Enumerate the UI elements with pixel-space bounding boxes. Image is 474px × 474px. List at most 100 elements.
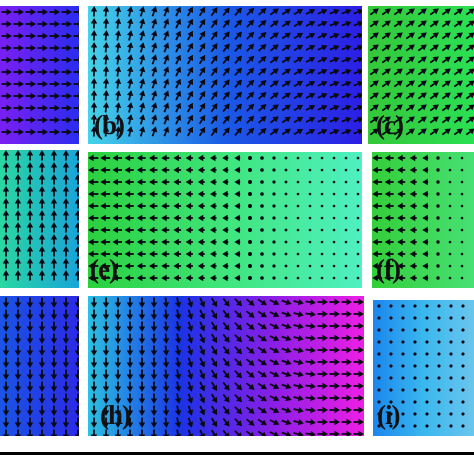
vector-arrow: [2, 210, 10, 221]
vector-arrow: [372, 226, 383, 234]
vector-arrow: [377, 412, 381, 416]
vector-arrow: [1, 44, 12, 52]
vector-arrow: [151, 102, 158, 113]
vector-arrow: [389, 412, 393, 416]
vector-arrow: [449, 352, 453, 356]
vector-arrow: [151, 54, 158, 65]
vector-arrow: [422, 154, 429, 162]
vector-arrow: [61, 32, 72, 40]
vector-arrow: [341, 8, 352, 15]
vector-arrow: [100, 262, 111, 270]
vector-arrow: [112, 166, 122, 174]
vector-arrow: [293, 116, 304, 124]
vector-arrow: [62, 309, 70, 320]
vector-arrow: [126, 18, 134, 29]
vector-arrow: [210, 103, 218, 113]
vector-arrow: [25, 116, 36, 124]
vector-arrow: [329, 32, 340, 39]
vector-arrow: [384, 238, 394, 246]
vector-arrow: [425, 328, 429, 332]
vector-arrow: [222, 19, 230, 29]
vector-arrow: [2, 174, 10, 185]
vector-arrow: [199, 381, 206, 392]
vector-arrow: [401, 424, 405, 428]
vector-arrow: [281, 335, 292, 342]
panel-f: (f): [372, 152, 474, 288]
vector-arrow: [377, 400, 381, 404]
vector-arrow: [138, 333, 146, 344]
vector-arrow: [37, 80, 48, 88]
vector-arrow: [62, 333, 70, 344]
vector-arrow: [126, 42, 134, 53]
panel-label-e: (e): [90, 254, 118, 284]
vector-arrow: [413, 304, 417, 308]
vector-arrow: [258, 128, 267, 136]
vector-arrow: [437, 412, 441, 416]
vector-arrow: [210, 405, 218, 416]
vector-arrow: [449, 304, 453, 308]
vector-arrow: [248, 228, 252, 232]
vector-arrow: [437, 340, 441, 344]
vector-arrow: [14, 270, 22, 281]
vector-arrow: [187, 126, 194, 137]
vector-arrow: [461, 400, 465, 404]
vector-arrow: [26, 234, 34, 245]
vector-arrow: [369, 20, 379, 28]
vector-arrow: [341, 128, 352, 135]
vector-arrow: [74, 345, 79, 356]
vector-arrow: [353, 92, 362, 99]
vector-arrow: [269, 56, 279, 64]
vector-arrow: [197, 214, 205, 222]
vector-arrow: [329, 298, 340, 306]
vector-arrow: [425, 400, 429, 404]
vector-arrow: [257, 310, 268, 318]
vector-arrow: [281, 431, 292, 436]
vector-arrow: [38, 258, 46, 269]
vector-arrow: [124, 166, 134, 174]
vector-arrow: [448, 192, 452, 196]
vector-arrow: [381, 56, 391, 64]
vector-arrow: [234, 127, 243, 136]
vector-arrow: [37, 128, 48, 136]
vector-arrow: [389, 328, 393, 332]
vector-arrow: [100, 178, 111, 186]
vector-arrow: [269, 80, 279, 88]
vector-arrow: [74, 309, 79, 320]
vector-arrow: [245, 298, 255, 306]
vector-arrow: [422, 178, 429, 186]
vector-arrow: [269, 419, 280, 426]
vector-arrow: [161, 202, 170, 210]
vector-arrow: [136, 202, 146, 210]
vector-arrow: [222, 333, 230, 343]
vector-arrow: [305, 8, 316, 15]
vector-arrow: [150, 321, 158, 332]
vector-arrow: [114, 78, 122, 89]
vector-arrow: [401, 340, 405, 344]
vector-arrow: [62, 345, 70, 356]
vector-arrow: [393, 80, 403, 88]
vector-arrow: [260, 240, 264, 244]
vector-arrow: [2, 381, 10, 392]
vector-arrow: [174, 297, 182, 308]
vector-arrow: [112, 202, 122, 210]
vector-arrow: [174, 393, 182, 404]
vector-arrow: [138, 309, 146, 320]
vector-arrow: [377, 364, 381, 368]
vector-arrow: [100, 226, 111, 234]
vector-arrow: [417, 92, 427, 100]
vector-arrow: [126, 369, 134, 380]
vector-arrow: [74, 210, 79, 221]
vector-arrow: [126, 126, 134, 137]
vector-arrow: [401, 328, 405, 332]
vector-arrow: [49, 44, 60, 52]
vector-arrow: [209, 166, 217, 174]
vector-arrow: [38, 186, 46, 197]
vector-arrow: [25, 32, 36, 40]
vector-arrow: [210, 345, 218, 356]
vector-arrow: [114, 417, 122, 428]
vector-arrow: [90, 78, 98, 89]
vector-arrow: [136, 274, 146, 282]
vector-arrow: [389, 364, 393, 368]
vector-arrow: [25, 92, 36, 100]
vector-arrow: [465, 68, 474, 76]
